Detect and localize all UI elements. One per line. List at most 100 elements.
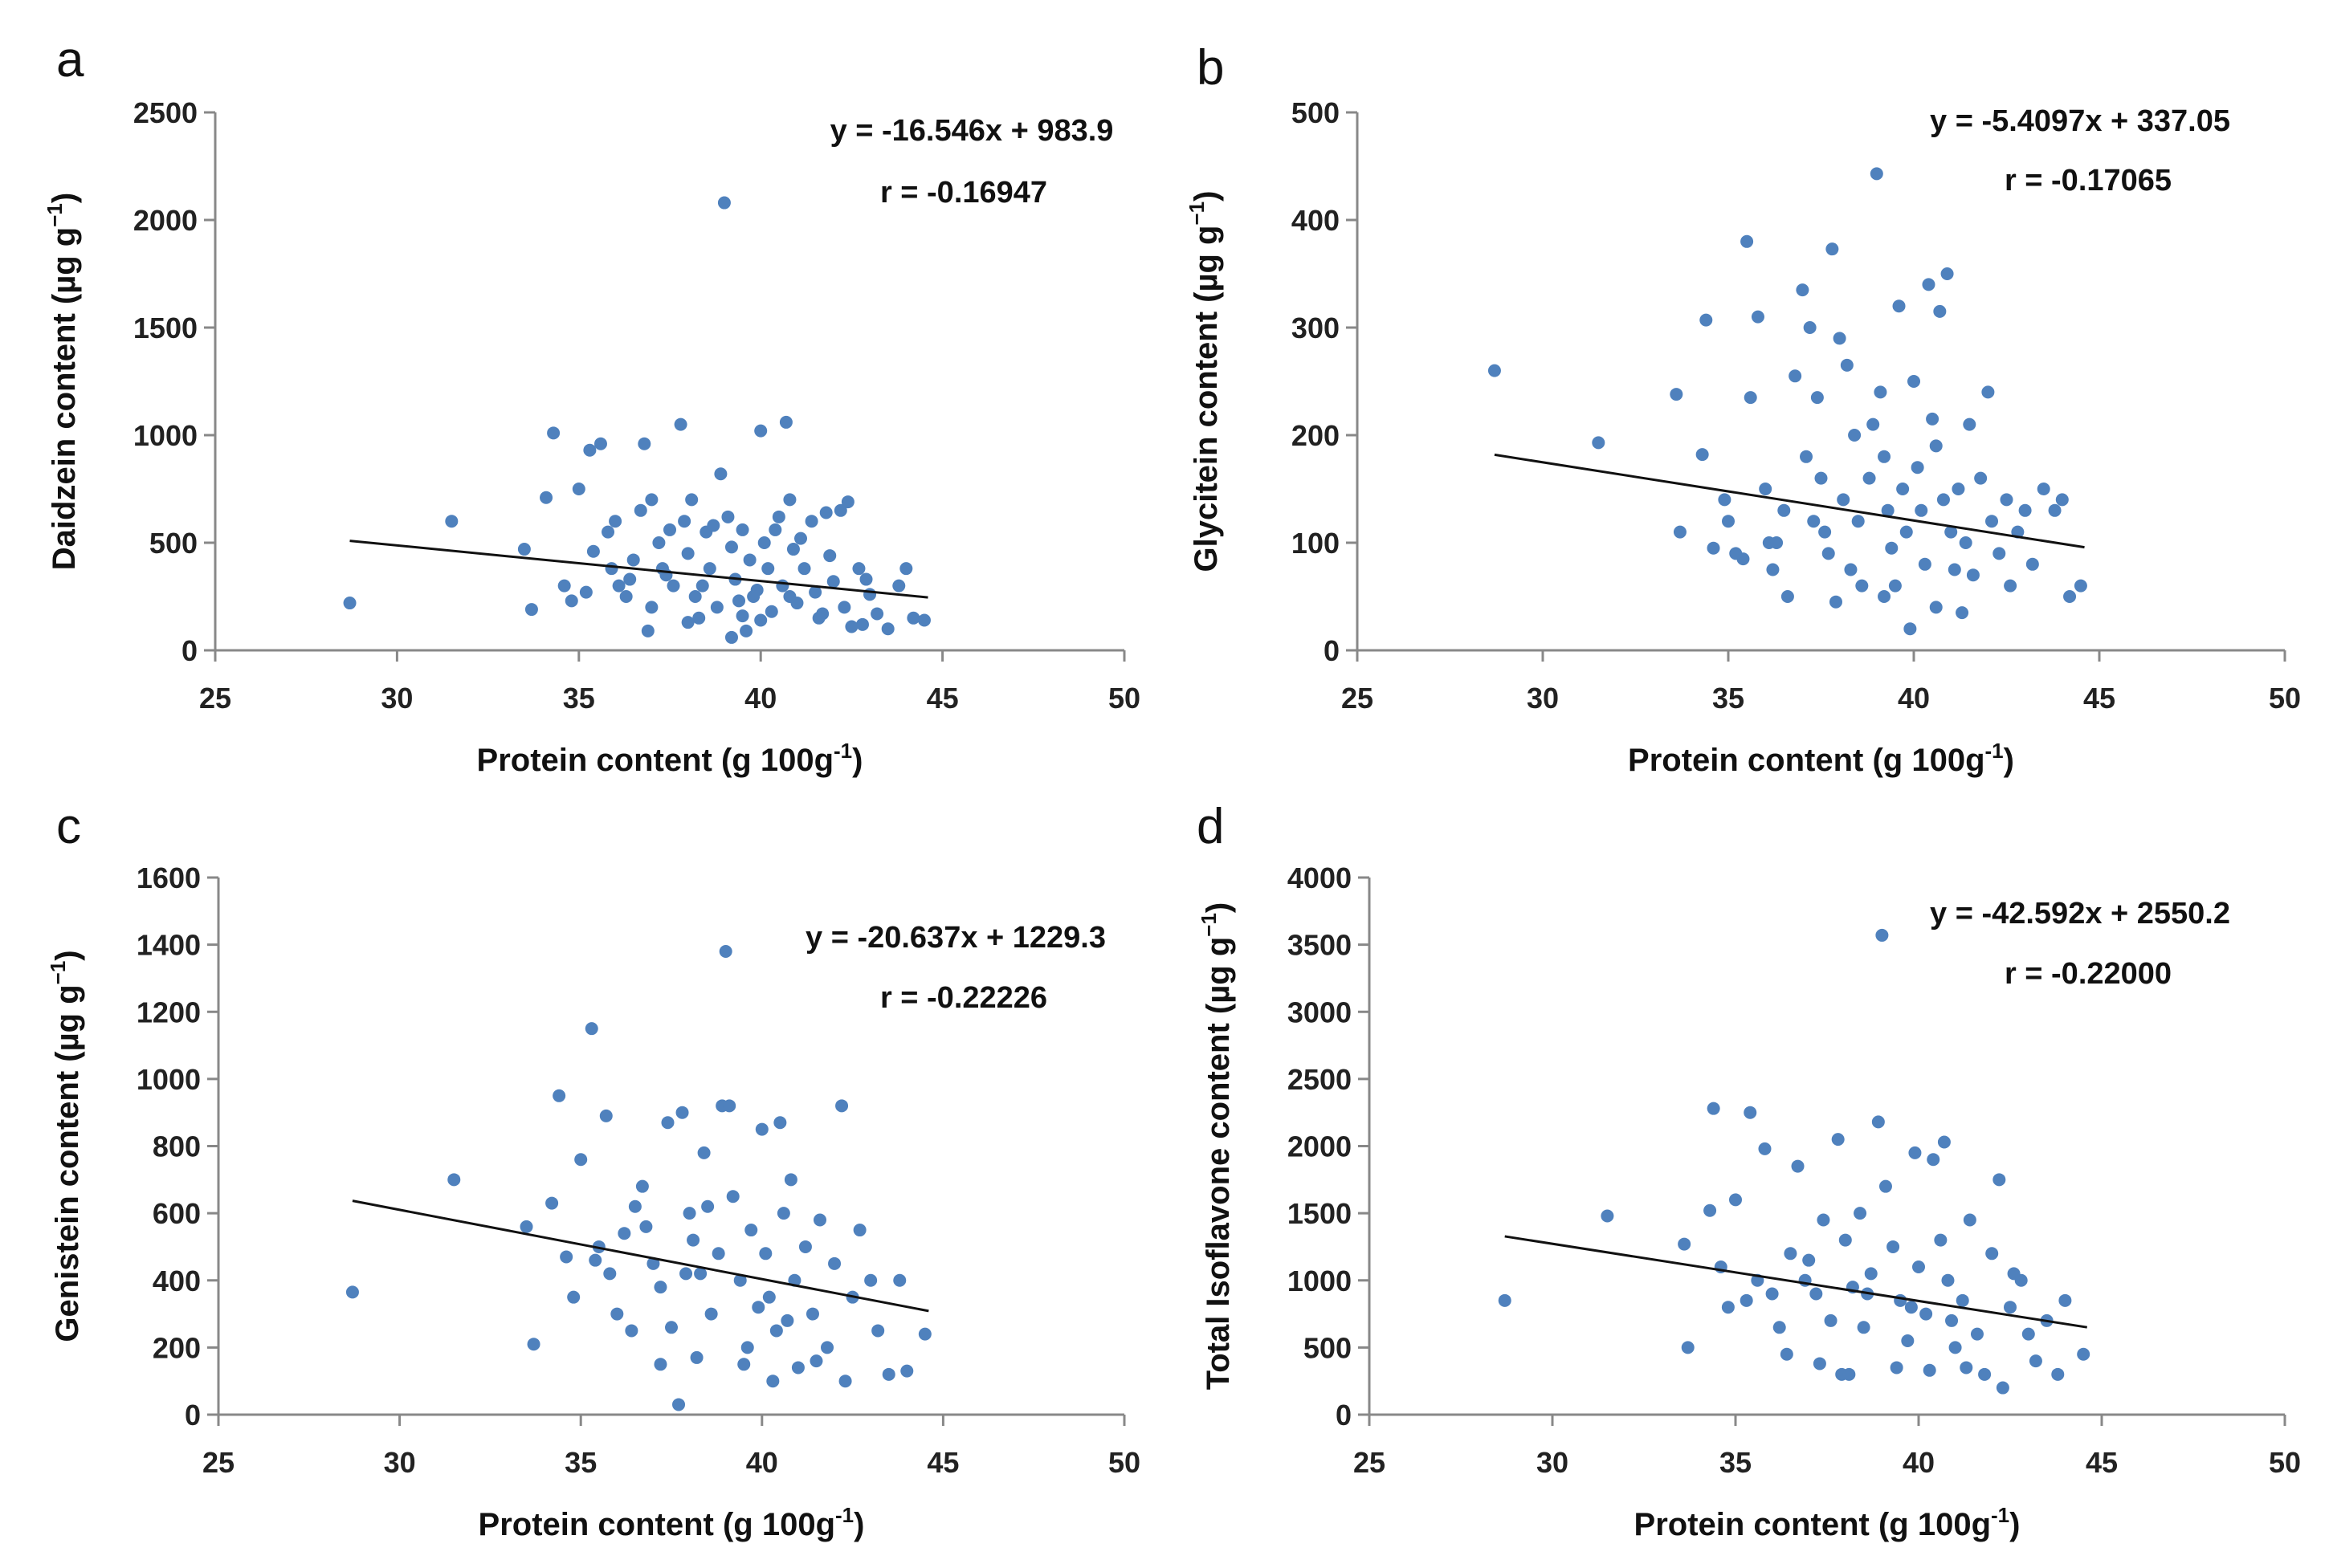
scatter-point	[1857, 1321, 1870, 1334]
scatter-point	[1729, 1193, 1742, 1207]
scatter-point	[733, 1273, 747, 1287]
scatter-point	[721, 510, 735, 523]
scatter-point	[687, 1233, 700, 1247]
scatter-point	[1885, 541, 1899, 555]
scatter-point	[732, 594, 746, 608]
y-tick-label: 1400	[137, 929, 201, 962]
scatter-point	[574, 1153, 588, 1167]
scatter-point	[1780, 590, 1794, 603]
scatter-point	[672, 1398, 686, 1411]
scatter-point	[2000, 493, 2013, 507]
y-tick-label: 300	[1291, 312, 1340, 344]
scatter-point	[899, 562, 913, 576]
scatter-point	[1926, 412, 1939, 426]
scatter-point	[1825, 242, 1839, 256]
x-tick-label: 25	[1353, 1446, 1385, 1479]
scatter-point	[794, 531, 808, 545]
scatter-point	[1777, 503, 1791, 517]
scatter-point	[1821, 547, 1835, 560]
scatter-point	[853, 1224, 867, 1237]
scatter-point	[769, 1324, 783, 1338]
scatter-point	[663, 523, 676, 536]
scatter-point	[712, 1247, 725, 1261]
scatter-point	[517, 543, 531, 556]
scatter-point	[838, 601, 851, 614]
scatter-point	[747, 590, 761, 603]
scatter-point	[1944, 525, 1958, 539]
y-tick-label: 3500	[1287, 929, 1352, 962]
scatter-point	[527, 1338, 540, 1351]
scatter-point	[586, 544, 600, 558]
scatter-point	[1892, 299, 1906, 313]
scatter-point	[841, 495, 855, 509]
scatter-point	[812, 611, 826, 625]
regression-equation: y = -42.592x + 2550.2	[1930, 897, 2230, 931]
chart-panel-b: 0 100 200 300 400 500 25 30 35 40 45 50 Protein cont…	[1185, 40, 2301, 778]
x-tick-label: 35	[1712, 682, 1744, 715]
scatter-point	[900, 1364, 914, 1378]
y-tick-label: 400	[1291, 204, 1340, 237]
x-tick-label: 25	[199, 682, 231, 715]
scatter-point	[719, 944, 732, 958]
scatter-point	[784, 1173, 797, 1187]
scatter-point	[1791, 1159, 1805, 1173]
trendline	[1504, 1235, 2087, 1329]
scatter-point	[593, 437, 607, 450]
scatter-point	[1784, 1247, 1797, 1261]
scatter-point	[603, 1267, 617, 1281]
x-tick-label: 40	[1898, 682, 1930, 715]
scatter-point	[1838, 1233, 1852, 1247]
scatter-point	[1952, 483, 1965, 495]
scatter-point	[1981, 385, 1995, 399]
scatter-point	[1699, 313, 1713, 327]
panel-letter: d	[1197, 799, 1224, 854]
scatter-point	[1833, 332, 1846, 345]
y-tick-label: 600	[153, 1197, 201, 1230]
y-tick-label: 200	[1291, 419, 1340, 452]
scatter-point	[882, 1367, 895, 1381]
scatter-point	[1937, 1135, 1951, 1149]
scatter-point	[1956, 606, 1969, 620]
scatter-point	[1789, 369, 1802, 383]
scatter-point	[688, 590, 702, 603]
scatter-point	[1922, 278, 1935, 291]
scatter-point	[565, 594, 578, 608]
x-tick-label: 40	[744, 682, 777, 715]
scatter-point	[806, 1307, 819, 1321]
scatter-point	[2077, 1347, 2090, 1361]
scatter-point	[1601, 1209, 1614, 1223]
scatter-point	[823, 549, 837, 563]
scatter-point	[639, 1220, 653, 1233]
y-tick-label: 0	[1324, 634, 1340, 667]
scatter-point	[583, 443, 597, 457]
scatter-point	[701, 1199, 715, 1213]
scatter-point	[1740, 234, 1754, 248]
correlation-coefficient: r = -0.22000	[2005, 957, 2172, 991]
scatter-point	[765, 605, 778, 618]
y-tick-label: 2000	[1287, 1130, 1352, 1163]
scatter-point	[524, 603, 538, 617]
x-tick-label: 35	[563, 682, 595, 715]
scatter-point	[1948, 1341, 1962, 1354]
scatter-point	[798, 1240, 812, 1253]
trendline	[349, 540, 928, 599]
scatter-point	[1933, 304, 1947, 318]
scatter-point	[589, 1253, 602, 1267]
scatter-point	[1960, 1361, 1973, 1375]
scatter-point	[683, 1207, 696, 1220]
scatter-point	[1813, 1357, 1826, 1370]
scatter-point	[1729, 547, 1743, 560]
scatter-point	[1837, 493, 1850, 507]
scatter-point	[1934, 1233, 1948, 1247]
scatter-point	[2037, 483, 2050, 495]
scatter-point	[797, 562, 811, 576]
y-axis-label: Total Isoflavone content (µg g−1)	[1197, 902, 1236, 1391]
regression-equation: y = -20.637x + 1229.3	[806, 921, 1106, 955]
scatter-point	[2025, 557, 2039, 571]
scatter-point	[540, 491, 553, 504]
scatter-point	[1875, 928, 1889, 942]
scatter-point	[1851, 515, 1865, 528]
scatter-point	[1740, 1293, 1753, 1307]
scatter-point	[1908, 1146, 1922, 1159]
